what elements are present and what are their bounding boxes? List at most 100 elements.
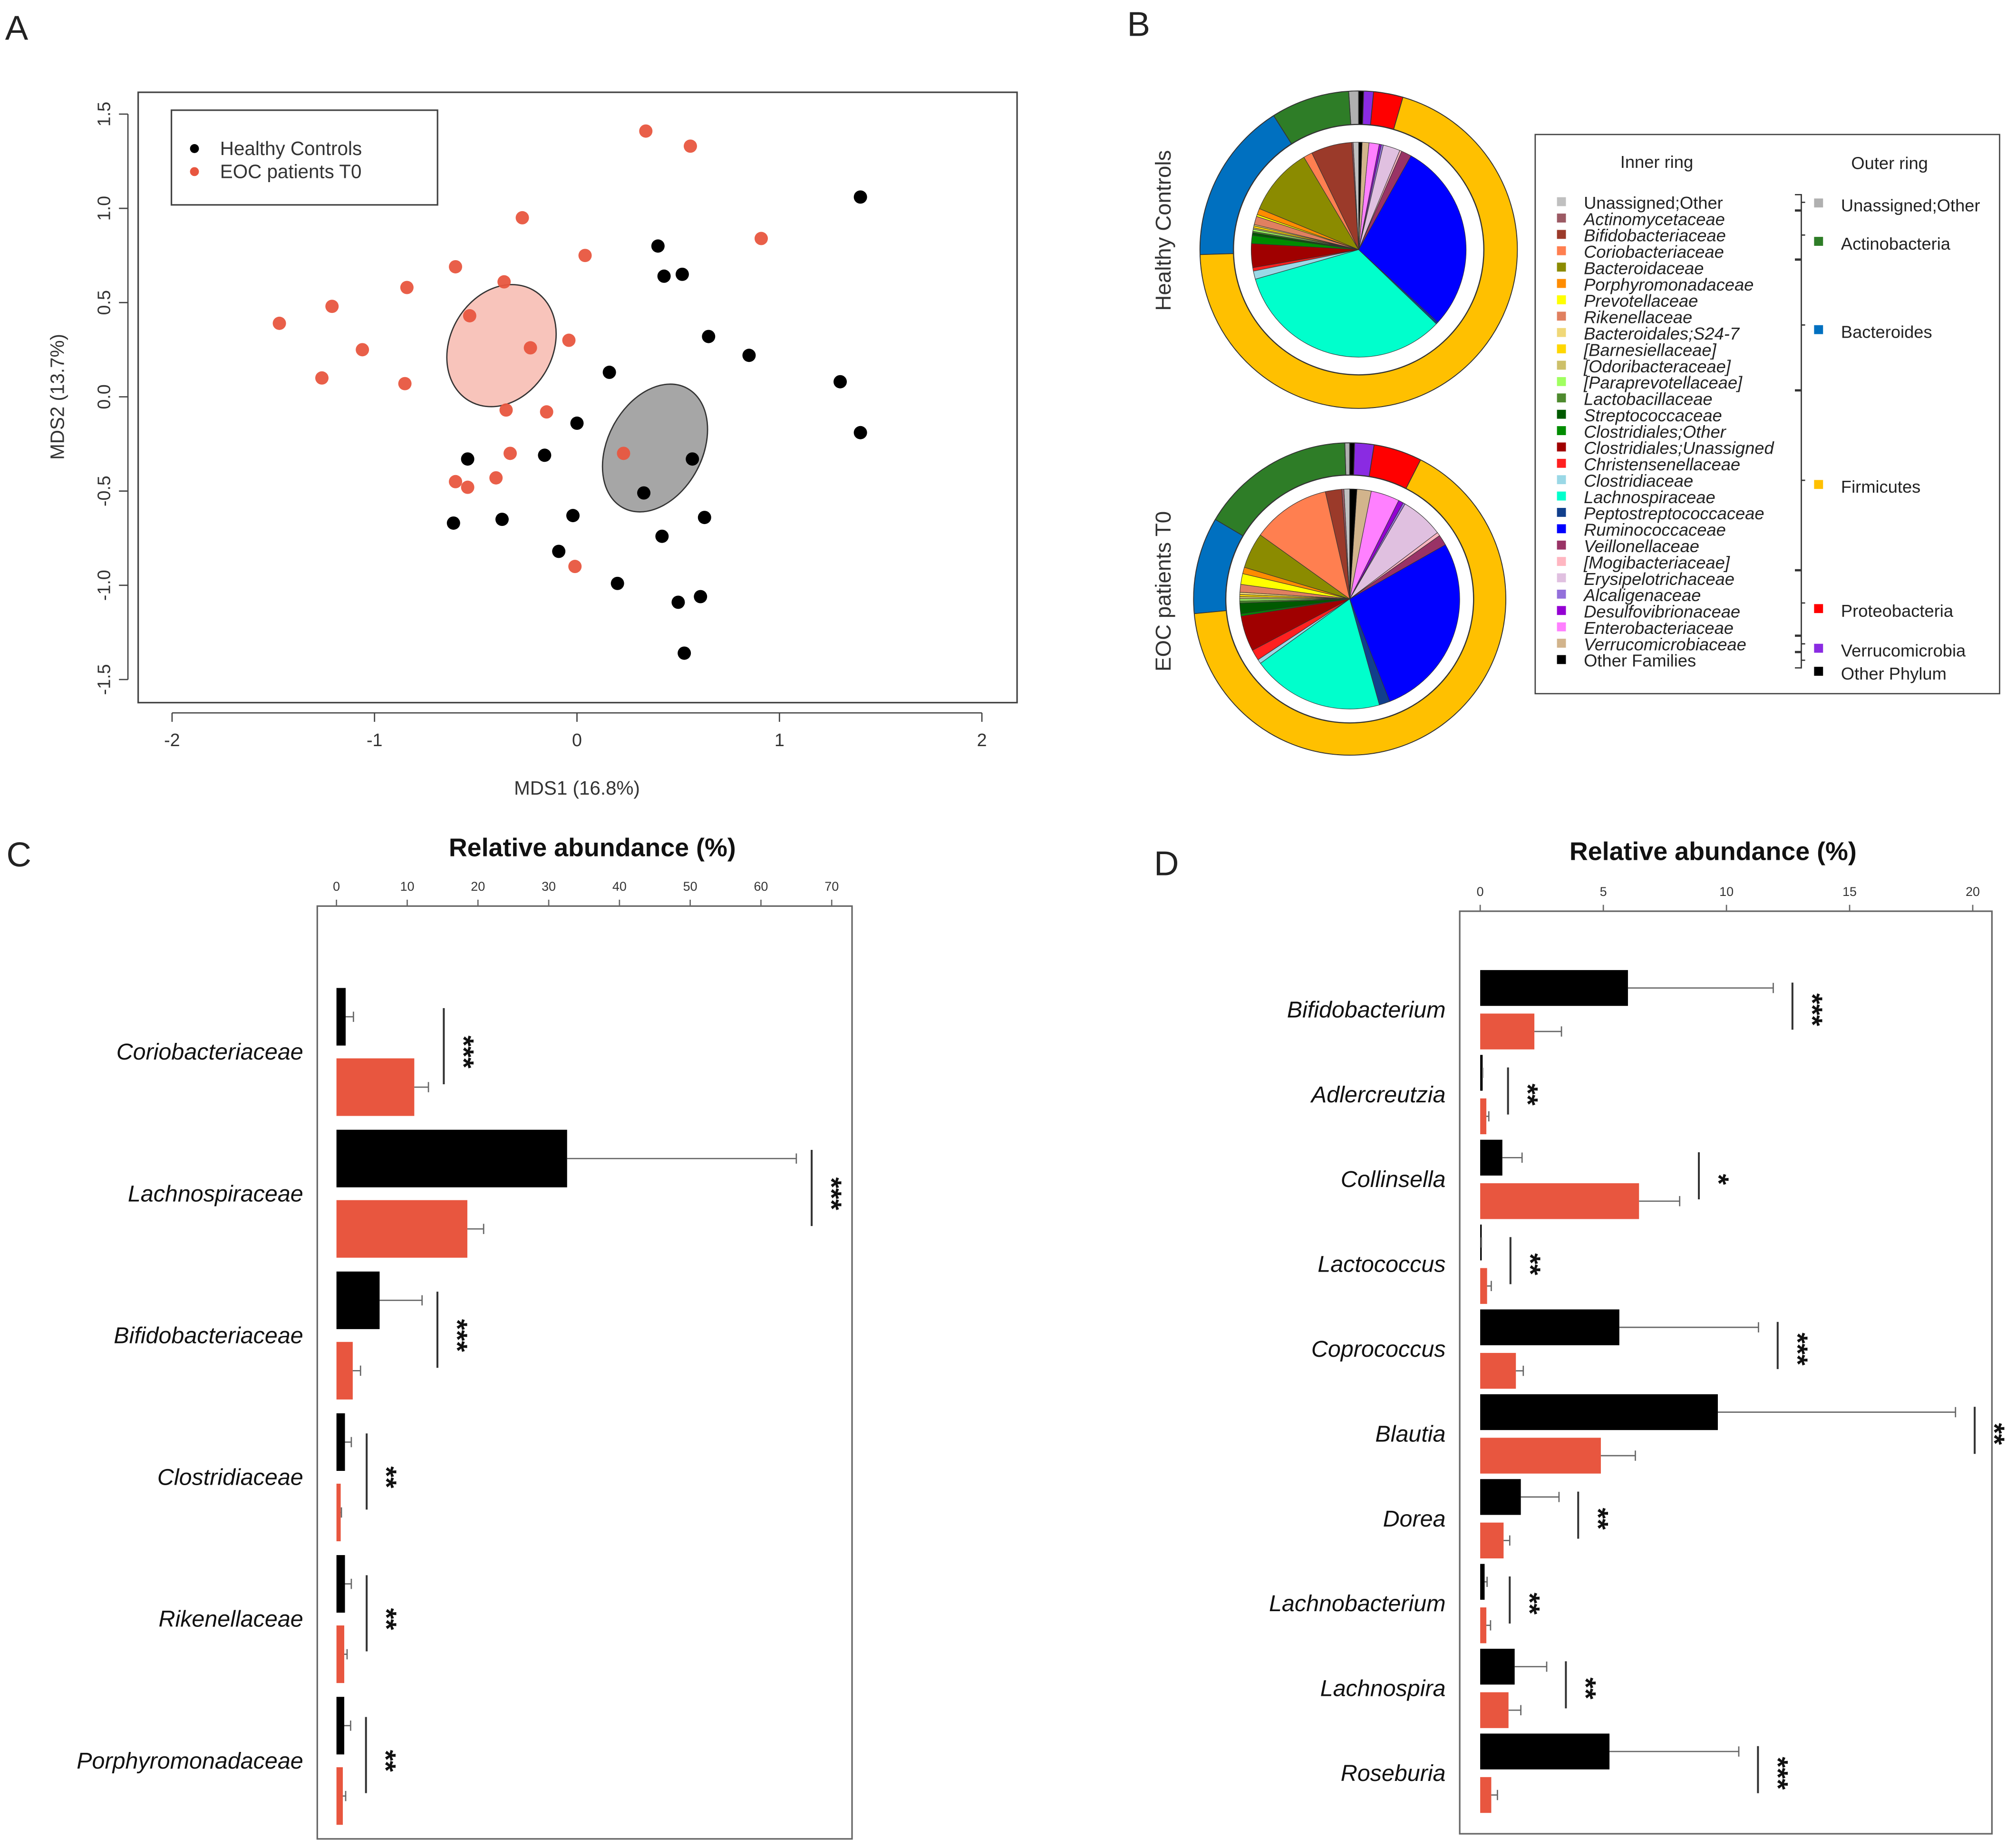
outer-legend-label: Firmicutes	[1841, 477, 1920, 496]
healthy-point	[552, 545, 566, 558]
significance-stars: **	[371, 1466, 403, 1488]
taxonomy-donut-charts: Healthy Controls EOC patients T0 Inner rin…	[1151, 90, 2000, 756]
legend-brace	[1795, 390, 1805, 571]
x-tick-label: 10	[1719, 885, 1734, 899]
panel-letter-a: A	[5, 9, 29, 48]
healthy-point	[538, 448, 552, 462]
family-abundance-bar-chart: Relative abundance (%) 0 10 20 30 40 50 60 70 Cor…	[77, 833, 853, 1840]
inner-legend-label: Bacteroidaceae	[1584, 258, 1704, 278]
eoc-point	[489, 471, 503, 485]
inner-legend-swatch	[1557, 426, 1566, 435]
eoc-bar	[336, 1625, 345, 1683]
inner-legend-label: Christensenellaceae	[1584, 455, 1740, 474]
inner-legend-label: [Mogibacteriaceae]	[1583, 553, 1730, 572]
x-tick-label: 0	[572, 730, 582, 750]
significance-stars: **	[1570, 1677, 1602, 1699]
inner-legend-swatch	[1557, 639, 1566, 648]
inner-legend-label: Streptococcaceae	[1584, 406, 1722, 425]
category-label: Dorea	[1383, 1506, 1446, 1532]
category-label: Bifidobacterium	[1287, 997, 1446, 1022]
healthy-bar	[1480, 1055, 1483, 1091]
inner-legend-swatch	[1557, 589, 1566, 599]
eoc-bar	[1480, 1777, 1492, 1813]
eoc-point	[568, 560, 582, 574]
category-label: Adlercreutzia	[1310, 1082, 1446, 1108]
inner-legend-label: Clostridiales;Unassigned	[1584, 438, 1774, 458]
inner-legend-label: Porphyromonadaceae	[1584, 275, 1754, 294]
inner-pie-slice	[1255, 249, 1437, 358]
mds-scatter-plot: -2 -1 0 1 2 -1.5 -1.0 -0.5 0.0 0.5 1.0 1.5 MDS1 (16.…	[47, 91, 1018, 799]
outer-legend-swatch	[1814, 643, 1823, 653]
inner-legend-label: Clostridiales;Other	[1584, 422, 1727, 441]
eoc-point	[356, 343, 369, 357]
y-tick-label: 1.5	[94, 102, 114, 126]
significance-stars: **	[1582, 1508, 1614, 1530]
chart-title: Relative abundance (%)	[449, 833, 736, 862]
y-tick-label: 0.0	[94, 384, 114, 409]
inner-legend-label: Lachnospiraceae	[1584, 487, 1715, 507]
inner-pie-slice	[1358, 155, 1467, 323]
healthy-bar	[1480, 1733, 1610, 1770]
inner-legend-swatch	[1557, 655, 1566, 664]
eoc-point	[754, 232, 768, 245]
inner-legend-swatch	[1557, 328, 1566, 337]
inner-legend-label: [Paraprevotellaceae]	[1583, 373, 1743, 392]
y-tick-label: 0.5	[94, 290, 114, 315]
inner-legend-label: Other Families	[1584, 651, 1696, 671]
outer-legend-swatch	[1814, 198, 1823, 208]
x-tick-label: 60	[754, 879, 768, 894]
significance-stars: **	[1979, 1423, 2006, 1445]
category-label: Blautia	[1375, 1421, 1445, 1447]
healthy-point	[686, 452, 699, 466]
inner-legend-label: Prevotellaceae	[1584, 291, 1698, 311]
outer-legend-label: Proteobacteria	[1841, 601, 1954, 621]
eoc-bar	[336, 1342, 353, 1400]
genus-abundance-bar-chart: Relative abundance (%) 0 5 10 15 20 Bifidobact…	[1269, 837, 2006, 1835]
healthy-controls-label: Healthy Controls	[1151, 150, 1175, 311]
inner-legend-swatch	[1557, 295, 1566, 304]
inner-legend-swatch	[1557, 491, 1566, 501]
inner-legend-label: Peptostreptococcaceae	[1584, 504, 1764, 523]
eoc-bar	[1480, 1352, 1516, 1389]
outer-legend-label: Unassigned;Other	[1841, 195, 1980, 215]
plot-frame	[316, 905, 853, 1840]
healthy-bar	[336, 1413, 345, 1471]
significance-stars: **	[1512, 1084, 1544, 1106]
eoc-point	[449, 475, 463, 488]
x-tick-label: 1	[775, 730, 785, 750]
healthy-point	[853, 426, 867, 439]
inner-legend-swatch	[1557, 557, 1566, 566]
outer-legend-swatch	[1814, 237, 1823, 246]
category-label: Lactococcus	[1318, 1252, 1445, 1277]
healthy-bar	[336, 1697, 345, 1755]
outer-legend-swatch	[1814, 325, 1823, 334]
outer-ring-slice	[1349, 442, 1355, 476]
eoc-point	[398, 377, 412, 390]
inner-legend-swatch	[1557, 393, 1566, 403]
significance-stars: ***	[1796, 993, 1828, 1026]
category-label: Lachnospira	[1320, 1676, 1446, 1702]
category-label: Coprococcus	[1311, 1336, 1446, 1362]
outer-legend-label: Other Phylum	[1841, 664, 1947, 683]
inner-legend-swatch	[1557, 458, 1566, 468]
inner-legend-swatch	[1557, 230, 1566, 239]
legend-brace	[1795, 259, 1805, 391]
eoc-point	[497, 275, 511, 289]
healthy-point	[702, 330, 716, 343]
healthy-bar	[1480, 1649, 1515, 1685]
healthy-point	[570, 416, 584, 430]
legend-label: EOC patients T0	[220, 160, 362, 182]
inner-legend-swatch	[1557, 311, 1566, 321]
eoc-point	[272, 316, 286, 330]
category-label: Bifidobacteriaceae	[114, 1323, 303, 1348]
eoc-bar	[336, 1058, 415, 1116]
inner-legend-label: Unassigned;Other	[1584, 193, 1723, 213]
healthy-controls-donut	[1199, 90, 1518, 409]
eoc-point	[639, 124, 653, 138]
eoc-bar	[1480, 1013, 1535, 1050]
inner-legend-label: Desulfovibrionaceae	[1584, 602, 1740, 622]
inner-legend-swatch	[1557, 360, 1566, 370]
outer-ring-title: Outer ring	[1851, 153, 1928, 173]
significance-stars: ***	[448, 1036, 480, 1069]
category-label: Collinsella	[1341, 1167, 1446, 1192]
